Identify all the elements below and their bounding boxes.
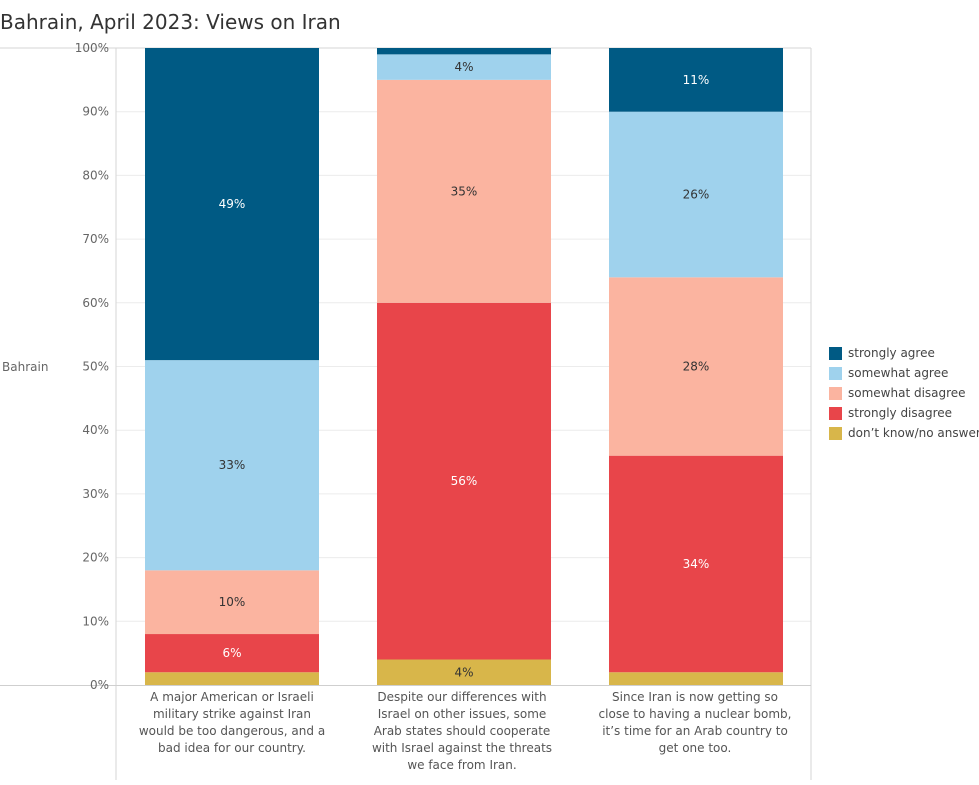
legend-swatch <box>829 426 842 440</box>
bar-segment <box>145 634 319 673</box>
bar-segment <box>377 302 551 660</box>
bar-segment <box>377 54 551 80</box>
legend-label: strongly agree <box>848 346 935 360</box>
legend-item-strongly-agree: strongly agree <box>829 343 979 363</box>
y-tick-label: 70% <box>82 232 109 246</box>
y-tick-label: 100% <box>75 41 109 55</box>
bar-segment <box>377 659 551 685</box>
data-label: 4% <box>454 60 473 74</box>
data-label: 11% <box>683 73 710 87</box>
data-label: 28% <box>683 360 710 374</box>
bar-segment <box>609 455 783 673</box>
legend-swatch <box>829 346 842 360</box>
bar-segment <box>377 79 551 303</box>
y-tick-label: 30% <box>82 487 109 501</box>
chart-title: Bahrain, April 2023: Views on Iran <box>0 10 341 34</box>
data-label: 4% <box>454 665 473 679</box>
data-label: 10% <box>219 595 246 609</box>
y-tick-label: 60% <box>82 296 109 310</box>
legend-item-dont-know: don’t know/no answer <box>829 423 979 443</box>
bar-segment <box>145 48 319 361</box>
data-label: 56% <box>451 474 478 488</box>
bar-segment <box>609 48 783 112</box>
data-label: 34% <box>683 557 710 571</box>
bar-segment <box>609 111 783 278</box>
bar-segment <box>377 48 551 55</box>
y-tick-label: 20% <box>82 551 109 565</box>
data-label: 35% <box>451 184 478 198</box>
bar-segment <box>145 570 319 635</box>
legend-label: don’t know/no answer <box>848 426 979 440</box>
legend-item-somewhat-agree: somewhat agree <box>829 363 979 383</box>
row-label: Bahrain <box>2 360 48 374</box>
y-tick-label: 10% <box>82 614 109 628</box>
legend-item-strongly-disagree: strongly disagree <box>829 403 979 423</box>
legend-swatch <box>829 406 842 420</box>
category-label-2: Despite our differences with Israel on o… <box>371 690 553 772</box>
y-tick-label: 80% <box>82 168 109 182</box>
legend-item-somewhat-disagree: somewhat disagree <box>829 383 979 403</box>
bar-segment <box>145 360 319 571</box>
data-label: 49% <box>219 197 246 211</box>
y-tick-label: 40% <box>82 423 109 437</box>
category-label-3: Since Iran is now getting so close to ha… <box>598 690 792 755</box>
y-tick-label: 0% <box>90 678 109 692</box>
legend-swatch <box>829 386 842 400</box>
legend-label: strongly disagree <box>848 406 953 420</box>
bar-segment <box>145 672 319 685</box>
bar-segment <box>609 672 783 685</box>
legend-label: somewhat agree <box>848 366 949 380</box>
data-label: 26% <box>683 188 710 202</box>
legend-swatch <box>829 366 842 380</box>
bar-segment <box>609 277 783 456</box>
data-label: 6% <box>222 646 241 660</box>
data-label: 33% <box>219 458 246 472</box>
y-tick-label: 90% <box>82 105 109 119</box>
legend: strongly agree somewhat agree somewhat d… <box>829 343 979 443</box>
legend-label: somewhat disagree <box>848 386 966 400</box>
category-label-1: A major American or Israeli military str… <box>138 690 326 755</box>
y-tick-label: 50% <box>82 360 109 374</box>
